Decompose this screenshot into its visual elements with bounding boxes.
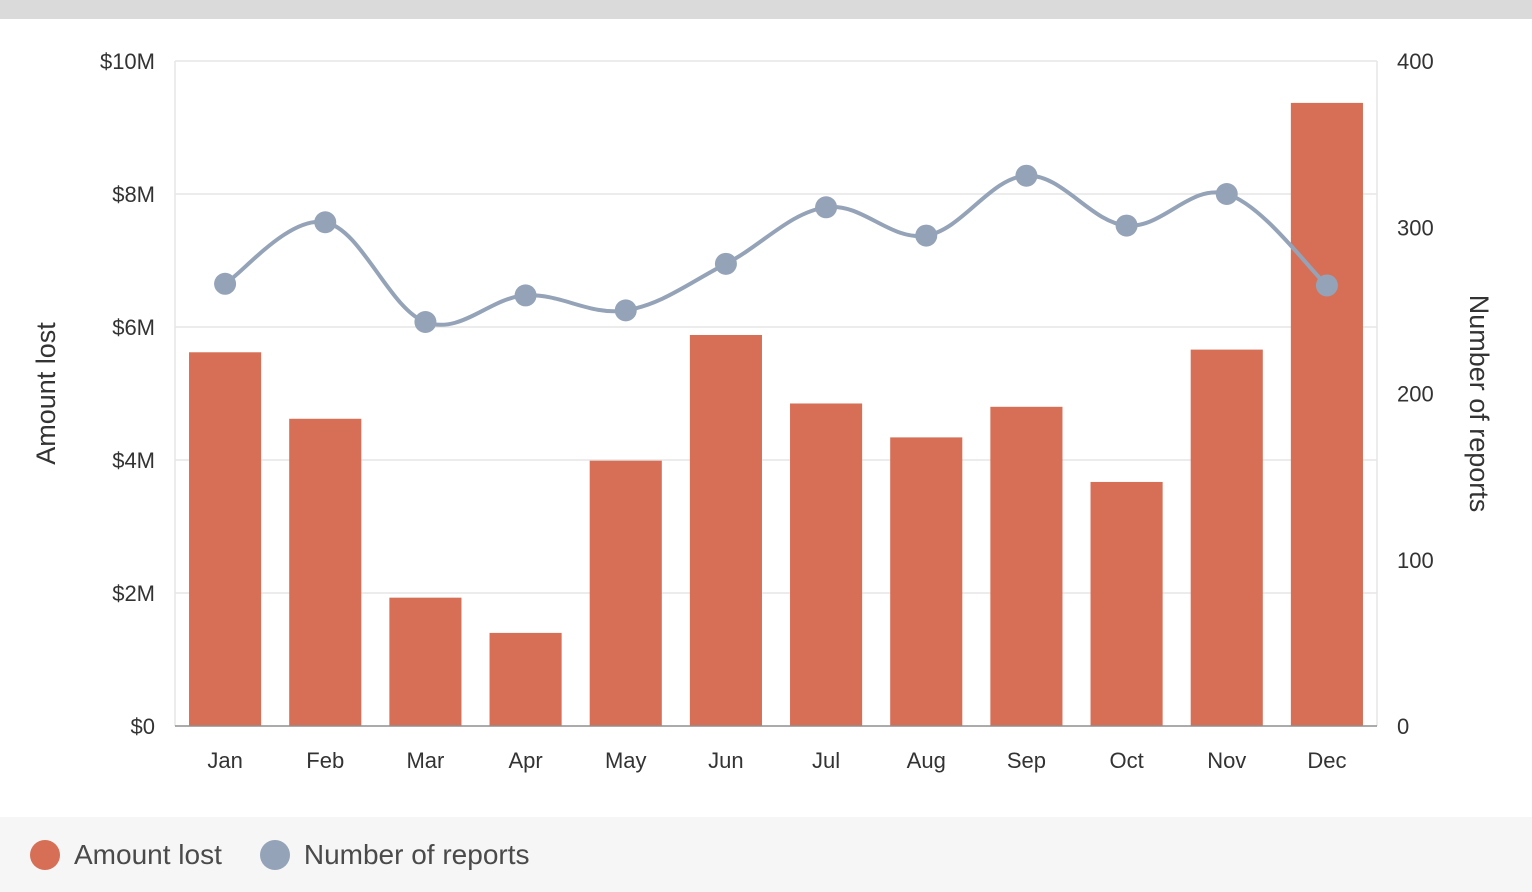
bar-jun[interactable] (689, 334, 762, 726)
x-tick-label: Feb (306, 748, 344, 773)
right-tick-label: 400 (1397, 49, 1434, 74)
point-jan[interactable] (214, 272, 237, 295)
legend-item-amount-lost[interactable]: Amount lost (30, 839, 222, 871)
point-nov[interactable] (1215, 183, 1238, 205)
left-tick-label: $2M (112, 581, 155, 606)
left-tick-label: $4M (112, 448, 155, 473)
point-feb[interactable] (314, 211, 337, 234)
x-tick-label: Nov (1207, 748, 1246, 773)
x-tick-label: Sep (1007, 748, 1046, 773)
line-layer (214, 164, 1338, 334)
bar-sep[interactable] (990, 406, 1063, 726)
bar-mar[interactable] (389, 597, 462, 726)
axis-layer: $0 $2M $4M $6M $8M $10M 0 100 200 300 400 Jan Feb Mar… (100, 49, 1434, 773)
legend: Amount lost Number of reports (0, 817, 1532, 892)
point-aug[interactable] (915, 224, 938, 247)
x-tick-label: Dec (1307, 748, 1346, 773)
x-tick-label: Oct (1109, 748, 1143, 773)
x-tick-label: Apr (508, 748, 542, 773)
x-tick-label: Jul (812, 748, 840, 773)
x-tick-label: Mar (406, 748, 444, 773)
left-axis-title: Amount lost (31, 322, 61, 465)
point-jun[interactable] (714, 252, 737, 275)
right-tick-label: 100 (1397, 548, 1434, 573)
bars-layer (189, 102, 1363, 726)
bar-dec[interactable] (1290, 102, 1363, 726)
point-may[interactable] (614, 299, 637, 322)
right-tick-label: 300 (1397, 215, 1434, 240)
bar-feb[interactable] (289, 418, 362, 726)
legend-item-number-of-reports[interactable]: Number of reports (259, 838, 530, 871)
bar-oct[interactable] (1090, 481, 1163, 726)
right-tick-label: 200 (1397, 382, 1434, 407)
right-axis-title: Number of reports (1464, 295, 1494, 513)
chart: $0 $2M $4M $6M $8M $10M 0 100 200 300 400 Jan Feb Mar… (31, 49, 1494, 773)
bar-nov[interactable] (1190, 349, 1263, 726)
point-mar[interactable] (414, 311, 437, 334)
x-tick-label: May (605, 748, 647, 773)
bar-jul[interactable] (790, 403, 863, 726)
right-tick-label: 0 (1397, 714, 1409, 739)
legend-label-amount-lost: Amount lost (74, 838, 222, 870)
left-tick-label: $10M (100, 49, 155, 74)
left-tick-label: $8M (112, 182, 155, 207)
reports-line (223, 173, 1329, 327)
point-oct[interactable] (1115, 214, 1138, 237)
bar-aug[interactable] (890, 437, 963, 726)
grid-layer (175, 60, 1377, 594)
x-tick-label: Jun (708, 748, 743, 773)
legend-swatch-amount-lost (30, 839, 60, 870)
x-tick-label: Jan (207, 748, 242, 773)
legend-label-number-of-reports: Number of reports (303, 838, 530, 870)
left-tick-label: $6M (112, 315, 155, 340)
x-tick-label: Aug (907, 748, 946, 773)
point-apr[interactable] (514, 284, 537, 307)
bar-may[interactable] (589, 460, 662, 726)
point-jul[interactable] (815, 196, 838, 219)
bar-apr[interactable] (489, 632, 562, 726)
left-tick-label: $0 (131, 714, 155, 739)
top-strip (0, 0, 1532, 19)
bar-jan[interactable] (189, 352, 262, 726)
legend-swatch-number-of-reports (259, 839, 290, 870)
point-sep[interactable] (1015, 164, 1038, 187)
point-dec[interactable] (1315, 274, 1338, 297)
